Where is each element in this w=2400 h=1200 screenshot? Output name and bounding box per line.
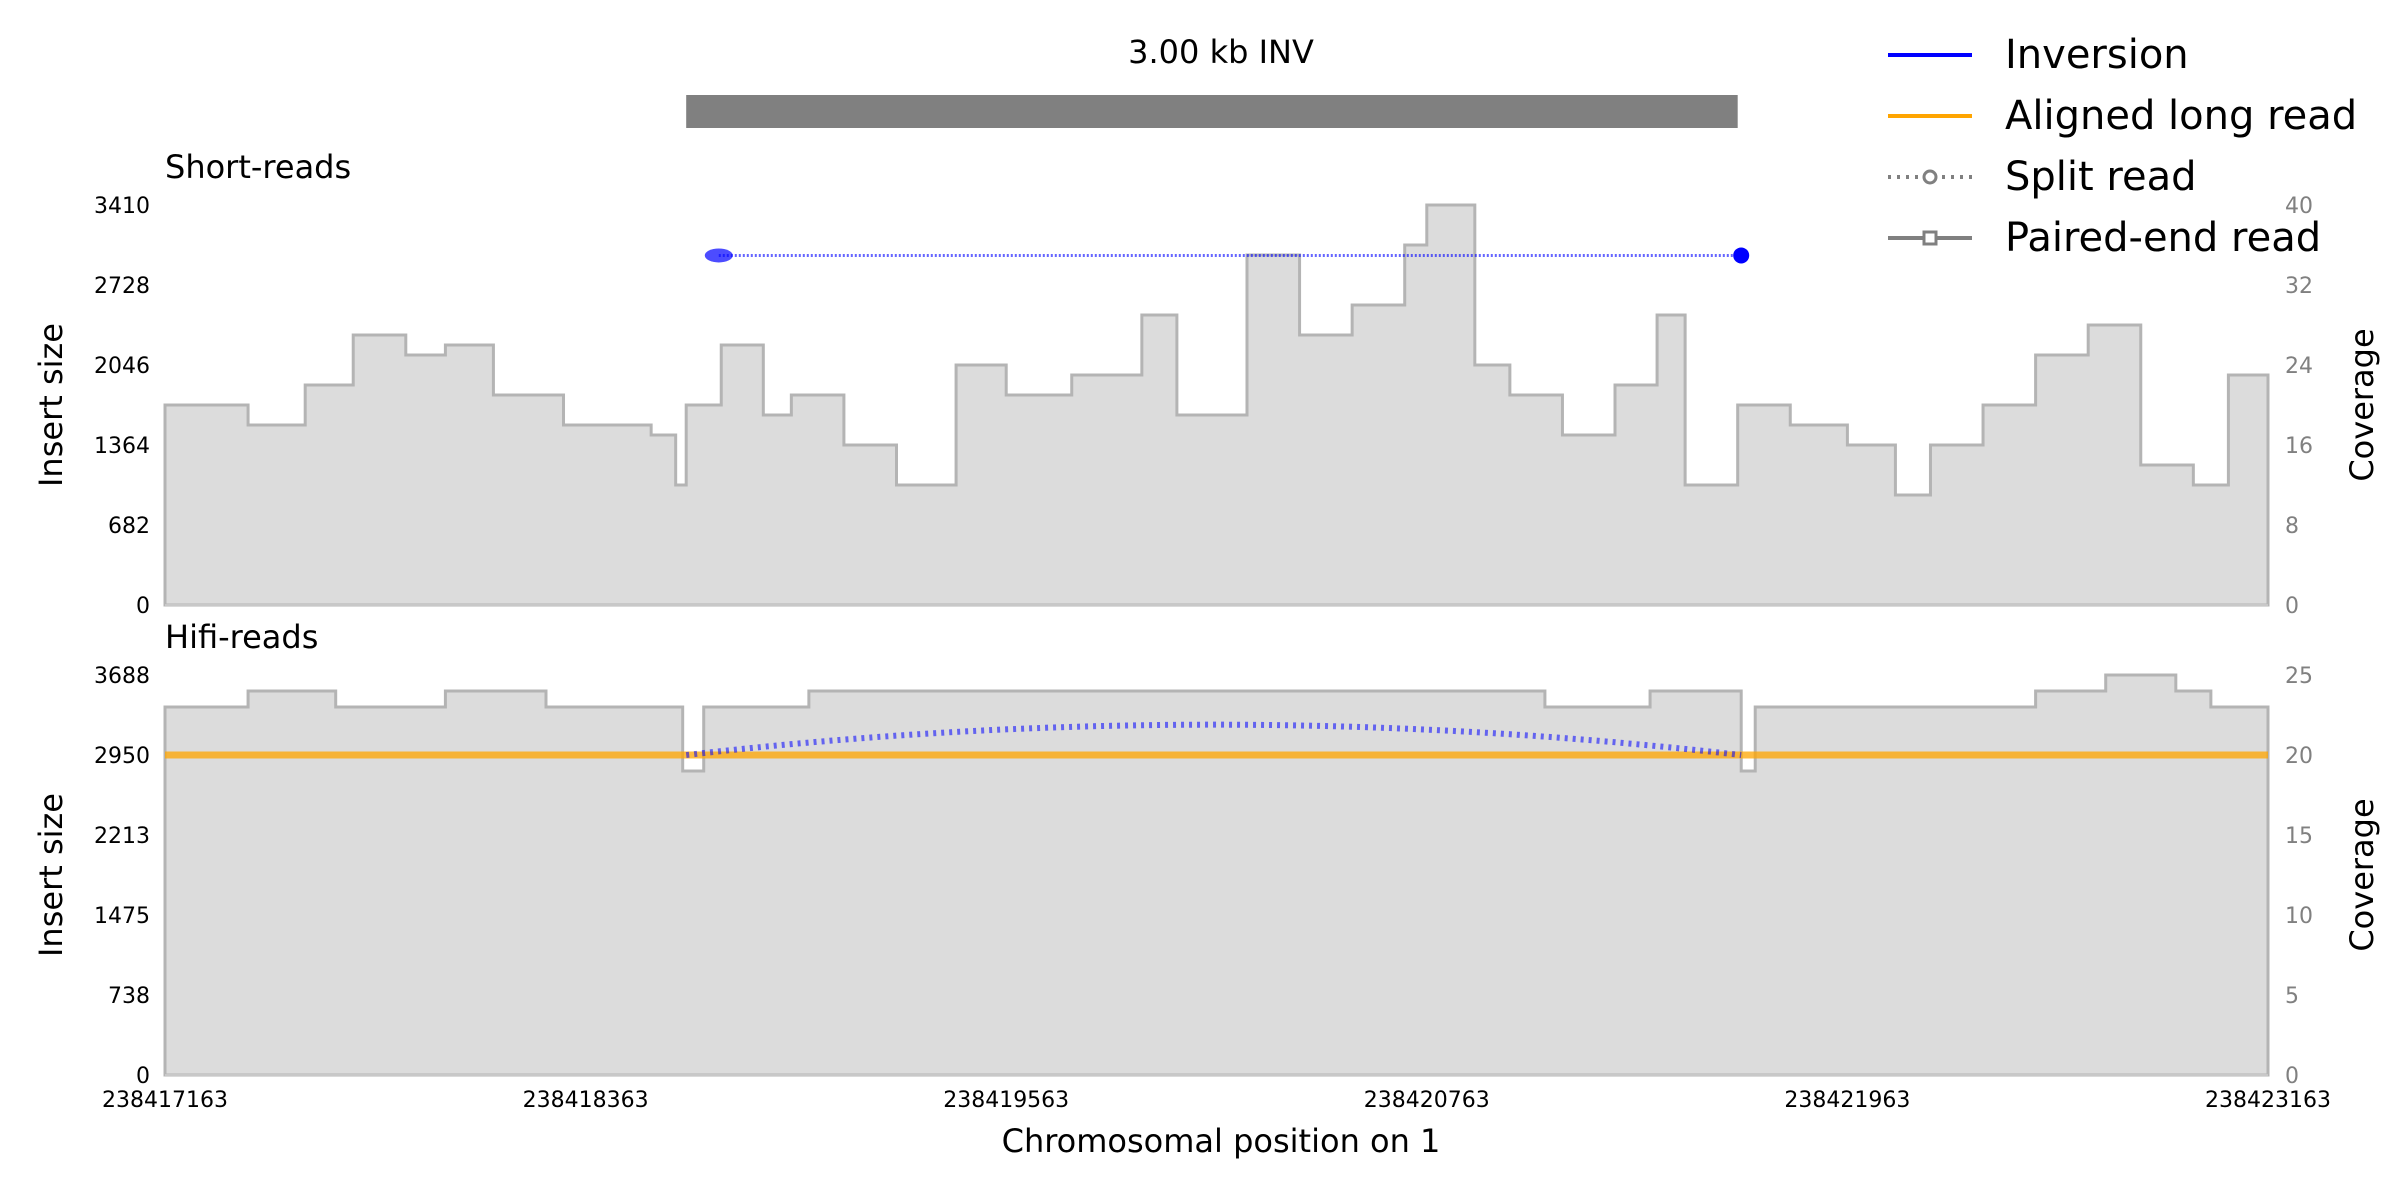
y-tick-right-hifi-reads: 10 (2285, 904, 2313, 929)
y-label-left-hifi-reads: Insert size (32, 793, 70, 957)
y-tick-left-hifi-reads: 738 (108, 984, 150, 1009)
y-tick-right-hifi-reads: 15 (2285, 824, 2313, 849)
y-tick-left-short-reads: 682 (108, 514, 150, 539)
y-label-left-short-reads: Insert size (32, 323, 70, 487)
legend-label: Aligned long read (2005, 93, 2357, 139)
legend-marker-square (1922, 230, 1938, 246)
x-axis-label: Chromosomal position on 1 (1002, 1122, 1441, 1160)
coverage-step-short-reads (163, 203, 2270, 607)
panel-title-hifi-reads: Hifi-reads (165, 618, 318, 656)
coverage-step-hifi-reads (163, 673, 2270, 1077)
x-axis: 238417163 238418363 238419563 238420763 2384… (102, 1088, 2331, 1113)
y-label-right-short-reads: Coverage (2343, 328, 2381, 481)
legend-item: Split read (1888, 154, 2196, 200)
y-tick-left-hifi-reads: 2950 (94, 744, 150, 769)
x-tick-label: 238421963 (1784, 1088, 1910, 1113)
x-tick-label: 238419563 (943, 1088, 1069, 1113)
legend-item: Aligned long read (1888, 93, 2357, 139)
y-label-right-hifi-reads: Coverage (2343, 798, 2381, 951)
y-tick-right-hifi-reads: 25 (2285, 664, 2313, 689)
y-tick-left-short-reads: 2728 (94, 274, 150, 299)
y-tick-left-hifi-reads: 0 (136, 1064, 150, 1089)
panel-short-reads: Short-reads Insert size Coverage 0 682 136… (32, 148, 2381, 619)
x-tick-label: 238423163 (2205, 1088, 2331, 1113)
y-tick-left-short-reads: 2046 (94, 354, 150, 379)
y-tick-right-short-reads: 24 (2285, 354, 2313, 379)
y-tick-left-short-reads: 0 (136, 594, 150, 619)
y-tick-left-short-reads: 3410 (94, 194, 150, 219)
legend-marker-circle (1922, 169, 1938, 185)
y-tick-right-short-reads: 32 (2285, 274, 2313, 299)
y-tick-right-short-reads: 16 (2285, 434, 2313, 459)
chart-title: 3.00 kb INV (1128, 33, 1314, 71)
y-tick-left-hifi-reads: 1475 (94, 904, 150, 929)
coverage-area-short-reads (163, 203, 2270, 607)
panel-hifi-reads: Hifi-reads Insert size Coverage 0 738 1475… (32, 618, 2381, 1089)
y-tick-right-short-reads: 0 (2285, 594, 2299, 619)
legend: Inversion Aligned long read Split read Pair… (1888, 32, 2357, 261)
sv-bar (686, 95, 1738, 128)
legend-item: Inversion (1888, 32, 2189, 78)
y-tick-right-hifi-reads: 20 (2285, 744, 2313, 769)
y-tick-right-short-reads: 40 (2285, 194, 2313, 219)
y-tick-right-short-reads: 8 (2285, 514, 2299, 539)
legend-label: Paired-end read (2005, 215, 2321, 261)
legend-label: Split read (2005, 154, 2196, 200)
legend-label: Inversion (2005, 32, 2189, 78)
y-tick-left-hifi-reads: 2213 (94, 824, 150, 849)
y-tick-left-short-reads: 1364 (94, 434, 150, 459)
inversion-end-point (1733, 247, 1750, 264)
x-tick-label: 238420763 (1364, 1088, 1490, 1113)
inversion-start-point (704, 248, 733, 263)
y-tick-right-hifi-reads: 0 (2285, 1064, 2299, 1089)
y-tick-right-hifi-reads: 5 (2285, 984, 2299, 1009)
x-tick-label: 238418363 (523, 1088, 649, 1113)
legend-item: Paired-end read (1888, 215, 2321, 261)
y-tick-left-hifi-reads: 3688 (94, 664, 150, 689)
inversion-arc (685, 721, 1742, 759)
x-tick-label: 238417163 (102, 1088, 228, 1113)
panel-title-short-reads: Short-reads (165, 148, 351, 186)
coverage-area-hifi-reads (163, 673, 2270, 1077)
